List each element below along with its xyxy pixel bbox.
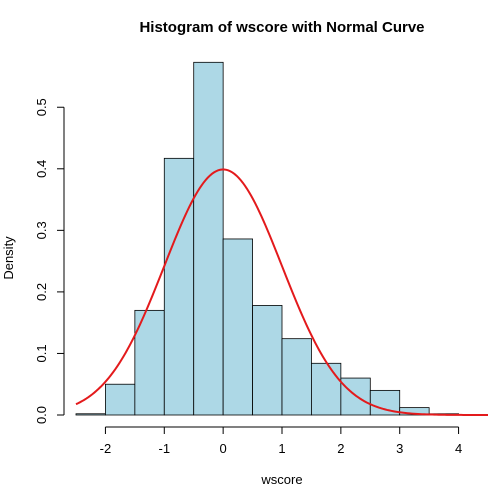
normal-curve — [75, 168, 488, 416]
x-tick-label: 1 — [278, 441, 285, 456]
chart-title: Histogram of wscore with Normal Curve — [139, 19, 424, 36]
y-tick-label: 0.1 — [34, 344, 49, 362]
histogram-bar — [134, 309, 165, 416]
histogram-bar — [193, 61, 224, 416]
histogram-bar — [163, 157, 195, 416]
y-tick-label: 0.4 — [34, 160, 49, 178]
x-axis: -2 -1 0 1 2 3 4 — [100, 426, 462, 456]
histogram-bars — [75, 61, 459, 416]
histogram-bar — [222, 238, 253, 416]
y-tick-label: 0.5 — [34, 98, 49, 116]
histogram-bar — [75, 413, 106, 416]
histogram-bar — [311, 362, 342, 416]
histogram-bar — [281, 338, 312, 416]
x-tick-label: -1 — [159, 441, 171, 456]
x-tick-label: 4 — [455, 441, 462, 456]
x-axis-label: wscore — [260, 472, 302, 487]
x-tick-label: 3 — [396, 441, 403, 456]
y-tick-label: 0.2 — [34, 283, 49, 301]
histogram-bar — [252, 305, 283, 416]
y-axis-label: Density — [1, 236, 16, 280]
y-axis: 0.0 0.1 0.2 0.3 0.4 0.5 — [34, 98, 65, 424]
y-tick-label: 0.0 — [34, 406, 49, 424]
histogram-bar — [105, 383, 136, 416]
x-tick-label: 2 — [337, 441, 344, 456]
y-tick-label: 0.3 — [34, 221, 49, 239]
x-tick-label: 0 — [220, 441, 227, 456]
x-tick-label: -2 — [100, 441, 112, 456]
